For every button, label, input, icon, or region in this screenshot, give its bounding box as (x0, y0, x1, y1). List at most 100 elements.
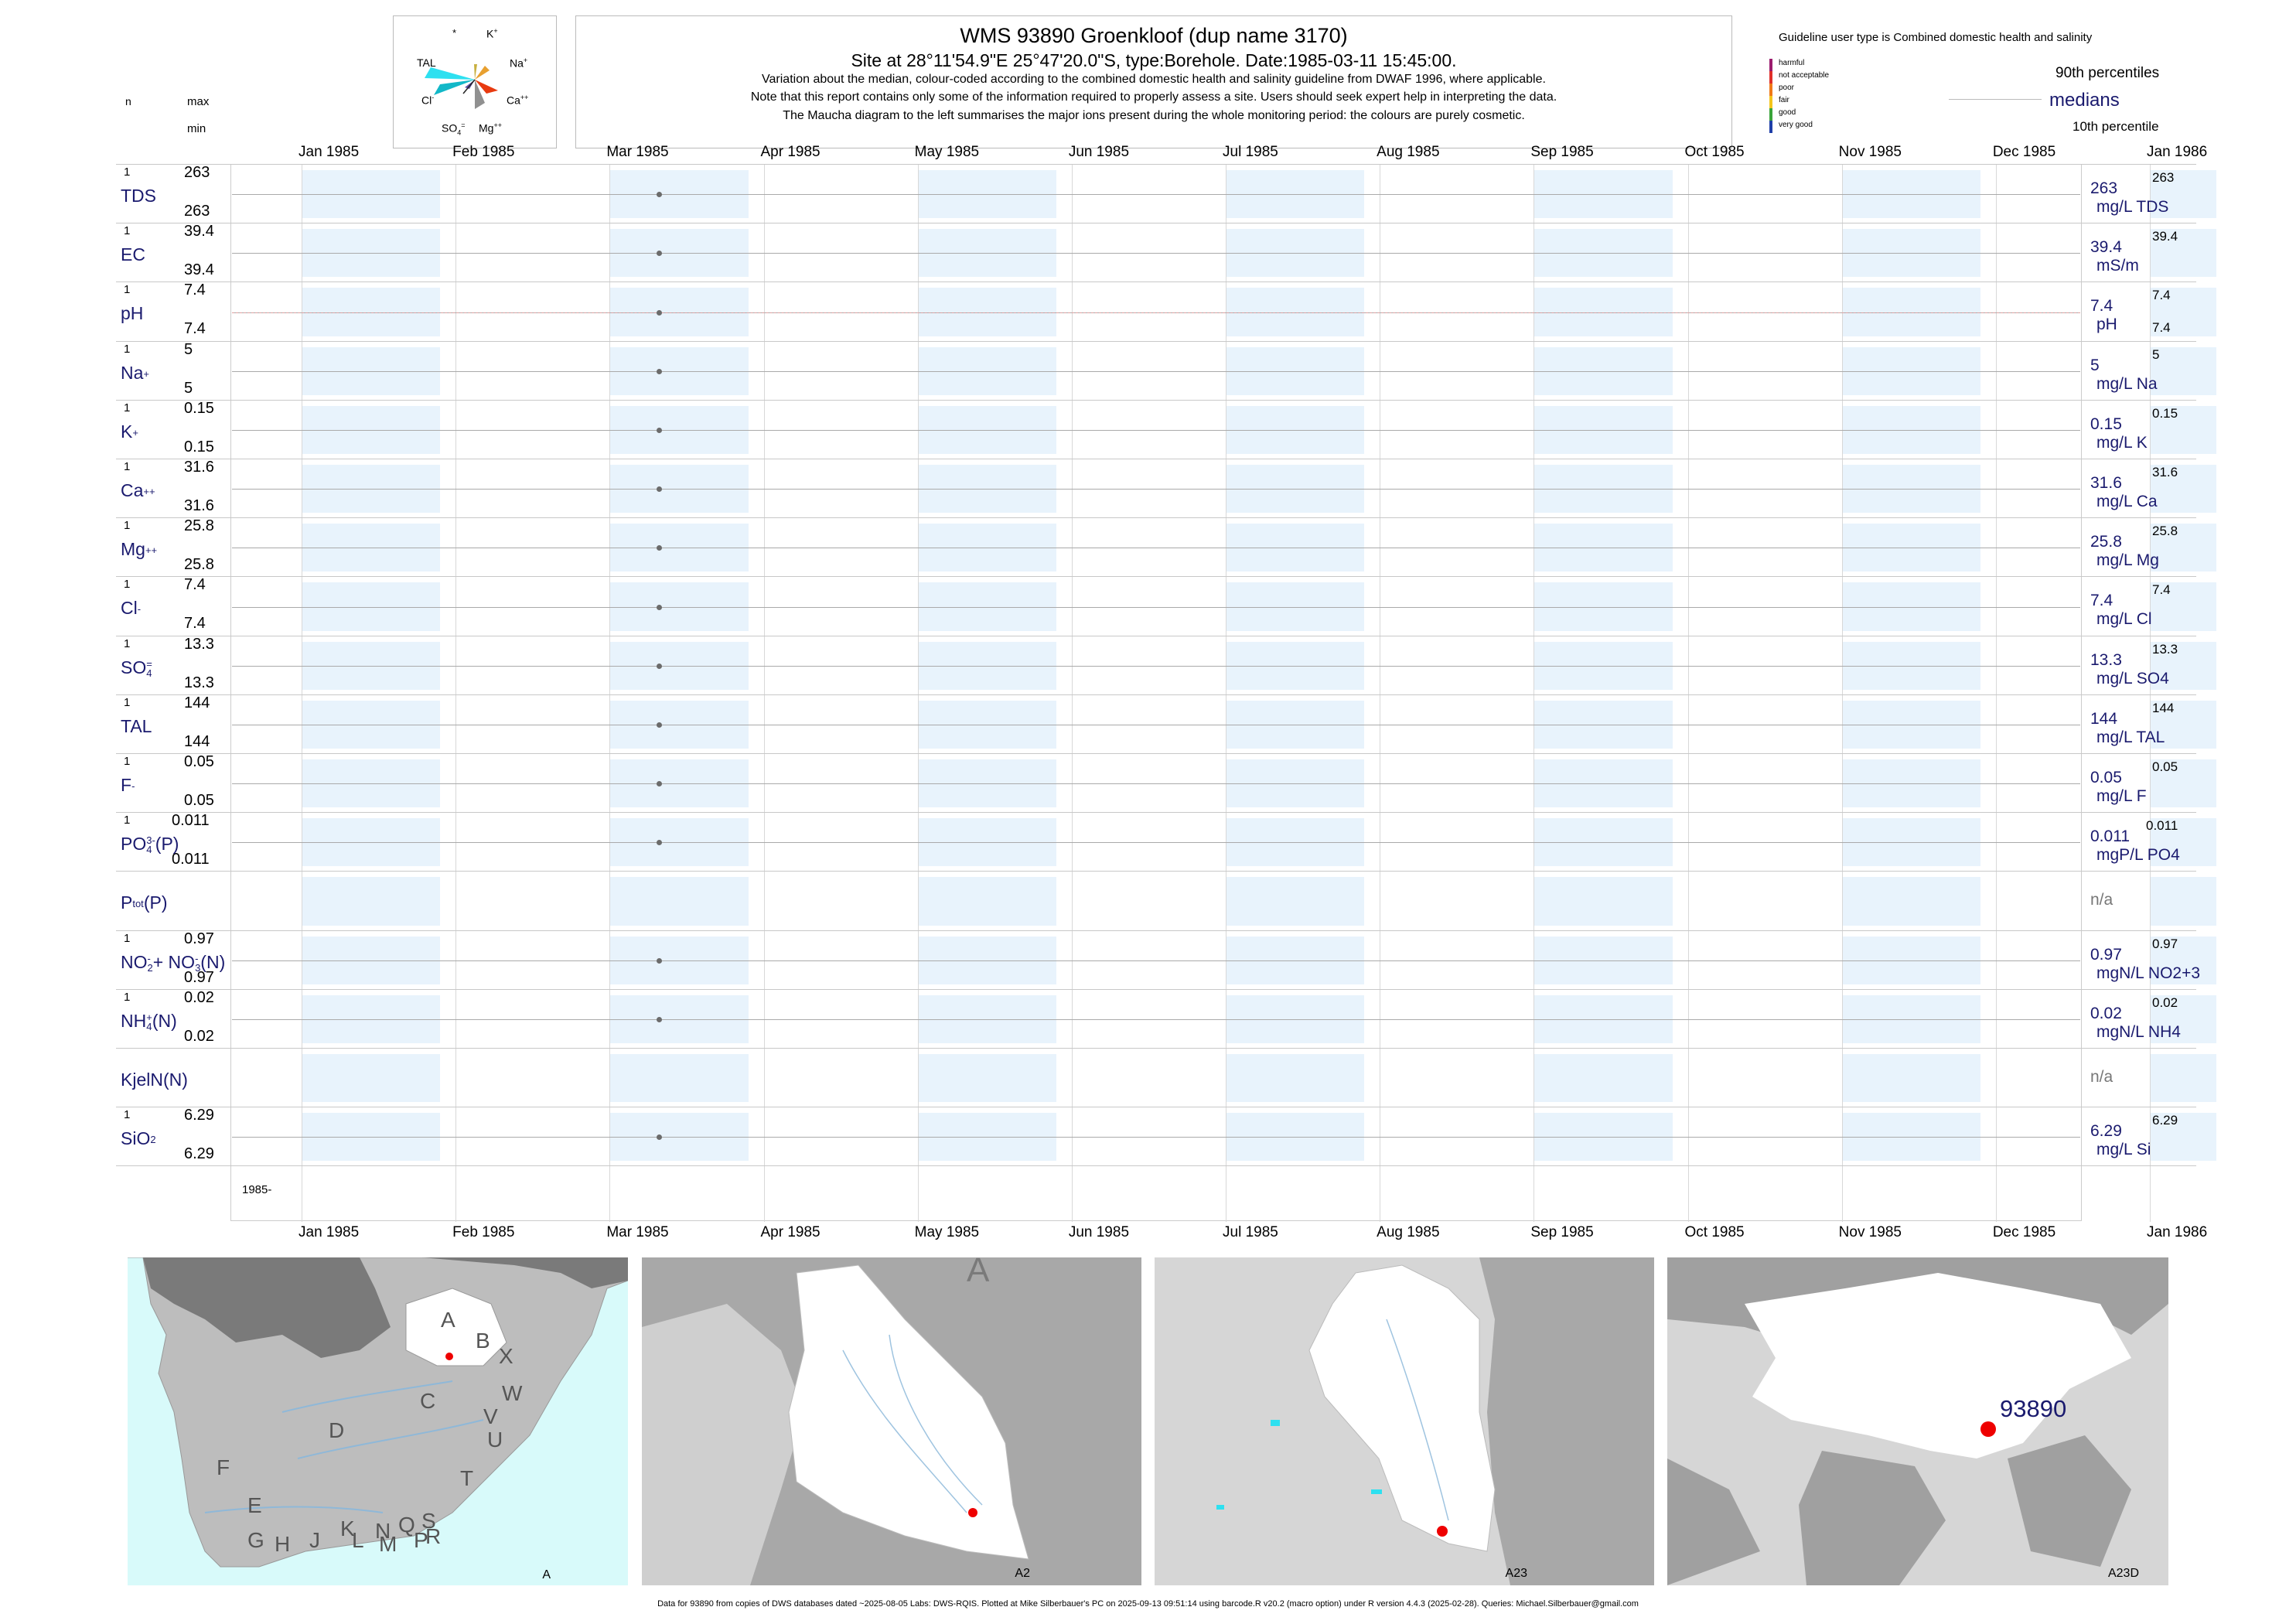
row-max: 0.15 (184, 399, 214, 417)
legend-color-swatch (1769, 108, 1772, 121)
parameter-name: pH (121, 303, 144, 324)
row-max: 39.4 (184, 223, 214, 241)
parameter-name: F- (121, 775, 135, 795)
data-point (657, 309, 663, 316)
month-label-bottom: Aug 1985 (1377, 1224, 1440, 1240)
maucha-na: Na+ (510, 56, 528, 70)
row-separator (116, 517, 2196, 519)
data-point (657, 663, 663, 669)
month-label-top: Apr 1985 (760, 144, 820, 160)
month-band (1534, 524, 1673, 572)
data-point (657, 427, 663, 433)
data-point (657, 368, 663, 374)
legend-medians: medians (2049, 90, 2120, 111)
month-band (2150, 1054, 2216, 1103)
month-label-bottom: May 1985 (914, 1224, 980, 1240)
row-right-max: 31.6 (2152, 465, 2178, 479)
row-unit: mg/L TAL (2096, 728, 2165, 746)
map-region-label: X (499, 1344, 513, 1368)
map-region-label: M (379, 1532, 397, 1556)
row-median-value: 263 (2090, 179, 2118, 197)
month-gridline (1071, 164, 1073, 1222)
legend-color-swatch (1769, 96, 1772, 108)
data-point (657, 840, 663, 846)
map-region-label: A (441, 1308, 455, 1332)
legend-class-label: poor (1779, 84, 1795, 92)
month-band (2150, 1113, 2216, 1162)
month-label-top: Nov 1985 (1838, 144, 1902, 160)
maucha-k: K+ (486, 27, 498, 40)
month-band (609, 818, 749, 867)
month-band (609, 1113, 749, 1162)
row-unit: mgP/L PO4 (2096, 846, 2180, 865)
legend-class-label: fair (1779, 96, 1789, 104)
parameter-name: Cl - (121, 598, 142, 619)
row-min: 7.4 (184, 320, 206, 338)
row-unit: mg/L K (2096, 433, 2148, 452)
row-unit: mS/m (2096, 257, 2139, 275)
row-unit: mg/L Mg (2096, 551, 2159, 570)
map-region-label: B (476, 1329, 490, 1353)
month-label-bottom: Sep 1985 (1530, 1224, 1594, 1240)
row-right-max: 0.011 (2146, 818, 2178, 834)
row-right-min: 7.4 (2152, 320, 2171, 336)
map2-top-label: A (967, 1257, 990, 1289)
map-region-label: C (420, 1389, 436, 1413)
sample-count: 1 (124, 224, 131, 238)
row-max: 31.6 (184, 459, 214, 476)
month-band (302, 524, 441, 572)
month-gridline (1687, 164, 1689, 1222)
parameter-name: Na + (121, 362, 149, 383)
row-separator (116, 340, 2196, 342)
row-separator (116, 399, 2196, 401)
row-unit: mg/L Si (2096, 1141, 2151, 1159)
month-gridline (1841, 164, 1843, 1222)
month-band (609, 288, 749, 336)
row-max: 0.011 (172, 812, 210, 830)
row-max: 144 (184, 694, 210, 711)
row-separator (116, 812, 2196, 814)
month-gridline (1995, 164, 1997, 1222)
data-point (657, 1134, 663, 1141)
month-label-bottom: Jun 1985 (1068, 1224, 1130, 1240)
row-separator (116, 988, 2196, 990)
row-median-value: 25.8 (2090, 533, 2122, 551)
site-subtitle: Site at 28°11'54.9"E 25°47'20.0"S, type:… (851, 50, 1457, 70)
n-header: n (125, 95, 131, 107)
median-line (232, 253, 2080, 254)
max-header: max (187, 95, 210, 108)
month-label-top: Jul 1985 (1223, 144, 1278, 160)
map-region-label: W (502, 1381, 523, 1405)
month-band (302, 1113, 441, 1162)
row-separator (116, 576, 2196, 578)
parameter-name: NH +4 (N) (121, 1010, 177, 1032)
map-region-label: U (487, 1428, 503, 1452)
map-region-label: V (483, 1404, 498, 1428)
month-band (1841, 288, 1980, 336)
month-band (609, 582, 749, 631)
min-header: min (187, 122, 206, 135)
map-region-label: S (421, 1509, 436, 1533)
footer-credits: Data for 93890 from copies of DWS databa… (657, 1599, 1639, 1609)
month-label-top: Dec 1985 (1992, 144, 2056, 160)
map4-label: A23D (2107, 1567, 2139, 1580)
row-min: 0.15 (184, 438, 214, 455)
month-label-bottom: Nov 1985 (1838, 1224, 1902, 1240)
month-band (1534, 288, 1673, 336)
legend-class-label: harmful (1779, 59, 1805, 67)
map2-label: A2 (1015, 1567, 1030, 1580)
legend-median-line (1949, 99, 2042, 100)
month-band (2150, 465, 2216, 513)
month-band (1226, 1054, 1365, 1103)
month-band (1226, 582, 1365, 631)
row-separator (116, 1048, 2196, 1049)
sample-count: 1 (124, 342, 131, 356)
map-region-label: K (340, 1517, 355, 1540)
maucha-tal: TAL (417, 56, 436, 69)
month-label-bottom: Mar 1985 (606, 1224, 669, 1240)
legend-class-label: good (1779, 108, 1796, 117)
map-region-label: P (414, 1528, 428, 1552)
row-median-value: 13.3 (2090, 650, 2122, 669)
row-right-max: 0.05 (2152, 759, 2178, 774)
map-a23: A23 (1155, 1257, 1654, 1585)
